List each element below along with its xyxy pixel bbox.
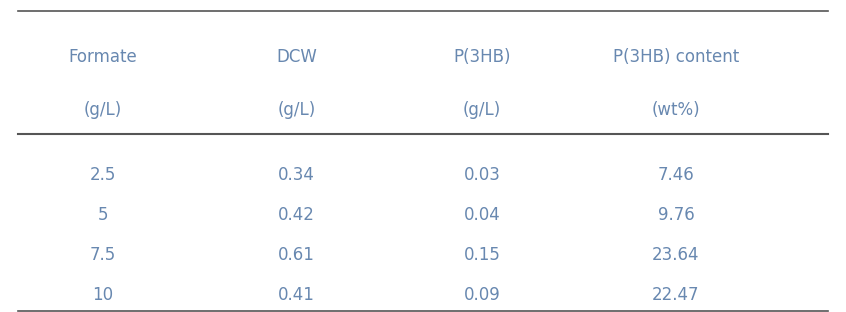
Text: 0.04: 0.04	[464, 206, 500, 224]
Text: P(3HB): P(3HB)	[453, 48, 511, 66]
Text: (g/L): (g/L)	[463, 100, 501, 119]
Text: DCW: DCW	[276, 48, 317, 66]
Text: 7.46: 7.46	[657, 166, 695, 183]
Text: 0.34: 0.34	[278, 166, 315, 183]
Text: Formate: Formate	[69, 48, 137, 66]
Text: 0.41: 0.41	[278, 286, 315, 304]
Text: 9.76: 9.76	[657, 206, 695, 224]
Text: 22.47: 22.47	[652, 286, 700, 304]
Text: 0.03: 0.03	[464, 166, 501, 183]
Text: (g/L): (g/L)	[84, 100, 122, 119]
Text: P(3HB) content: P(3HB) content	[613, 48, 739, 66]
Text: 10: 10	[92, 286, 113, 304]
Text: 7.5: 7.5	[90, 246, 116, 264]
Text: (g/L): (g/L)	[277, 100, 316, 119]
Text: 0.61: 0.61	[278, 246, 315, 264]
Text: 2.5: 2.5	[90, 166, 116, 183]
Text: 5: 5	[97, 206, 107, 224]
Text: 0.42: 0.42	[278, 206, 315, 224]
Text: 0.09: 0.09	[464, 286, 500, 304]
Text: (wt%): (wt%)	[651, 100, 700, 119]
Text: 0.15: 0.15	[464, 246, 501, 264]
Text: 23.64: 23.64	[652, 246, 700, 264]
